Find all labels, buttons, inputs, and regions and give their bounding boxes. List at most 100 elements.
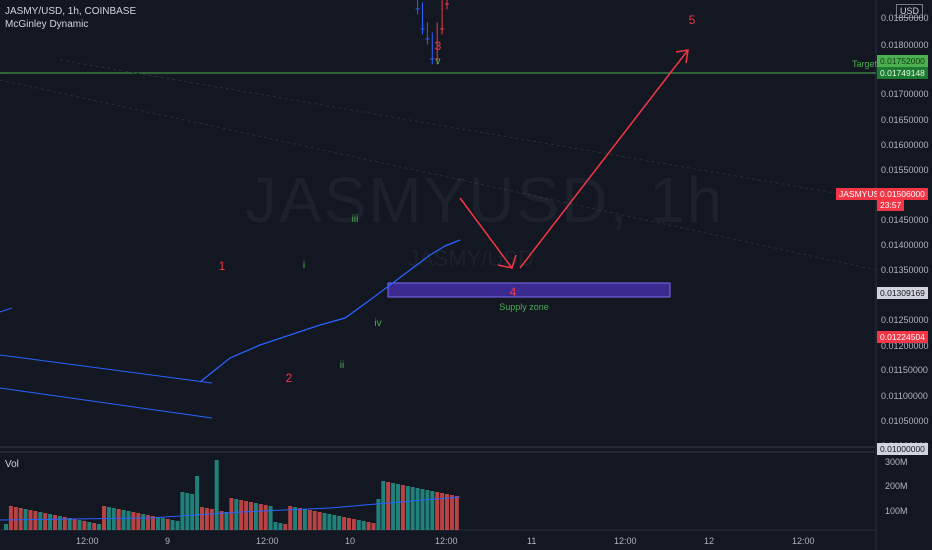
time-axis-label: 12:00 <box>435 536 458 546</box>
time-axis-label: 11 <box>527 536 537 546</box>
target-label: Target <box>852 59 878 69</box>
price-axis-label: 0.01800000 <box>881 40 929 50</box>
volume-bar <box>126 511 131 530</box>
sub-wave-label-ii: ii <box>340 360 344 371</box>
symbol-watermark: JASMYUSD, 1h <box>245 164 725 236</box>
volume-bar <box>57 516 62 530</box>
volume-bar <box>165 519 170 530</box>
candle-body <box>425 38 430 40</box>
volume-bar <box>229 498 234 530</box>
volume-bar <box>190 494 195 530</box>
volume-bar <box>258 504 263 530</box>
volume-bar <box>347 518 351 530</box>
channel-lower <box>0 387 213 419</box>
time-axis-label: 12:00 <box>76 536 99 546</box>
volume-axis-label: 200M <box>885 481 908 491</box>
volume-bar <box>445 494 449 530</box>
volume-bar <box>356 520 361 530</box>
currency-button[interactable]: USD <box>896 4 924 18</box>
volume-bar <box>322 513 327 530</box>
candle-body <box>445 3 449 5</box>
price-axis-label: 0.01150000 <box>881 365 928 375</box>
arrowhead-up <box>675 49 689 64</box>
candle-body <box>440 28 445 30</box>
indicator-label[interactable]: McGinley Dynamic <box>5 19 89 30</box>
volume-bar <box>420 489 425 530</box>
channel-stub <box>0 307 13 313</box>
volume-bar <box>4 524 8 530</box>
volume-bar <box>415 488 420 530</box>
volume-bar <box>351 519 356 530</box>
volume-bar <box>327 514 332 530</box>
volume-bar <box>268 506 273 530</box>
volume-bar <box>38 512 43 530</box>
volume-bar <box>371 523 376 530</box>
price-axis-label: 0.01100000 <box>881 391 928 401</box>
wave-label-3: 3 <box>435 39 442 53</box>
volume-bar <box>293 507 298 530</box>
volume-bar <box>430 491 435 530</box>
volume-bar <box>435 492 440 530</box>
price-axis-label: 0.01250000 <box>881 315 929 325</box>
volume-bar <box>72 519 77 530</box>
volume-bar <box>175 521 180 530</box>
channel-upper <box>0 354 213 384</box>
stop-price-tag: 0.01224504 <box>877 331 928 343</box>
volume-bar <box>396 484 400 530</box>
volume-bar <box>381 481 386 530</box>
volume-bar <box>307 510 312 530</box>
projection-arrow-up <box>519 49 689 269</box>
volume-ma-line <box>0 496 461 521</box>
volume-bar <box>209 509 214 530</box>
time-axis-label: 12:00 <box>792 536 815 546</box>
volume-bar <box>317 512 322 530</box>
volume-bar <box>131 512 136 530</box>
price-axis-label: 0.01400000 <box>881 240 929 250</box>
volume-bar <box>337 516 342 530</box>
volume-bar <box>253 503 258 530</box>
time-axis-label: 12:00 <box>256 536 279 546</box>
volume-bar <box>454 496 459 530</box>
volume-bar <box>214 460 219 530</box>
volume-bar <box>298 508 302 530</box>
wave-label-1: 1 <box>219 259 226 273</box>
volume-bar <box>87 522 92 530</box>
time-axis-label: 10 <box>345 536 356 546</box>
volume-bar <box>121 510 126 530</box>
volume-bar <box>77 520 82 530</box>
arrowhead-down <box>497 254 517 269</box>
candle-body <box>415 8 420 10</box>
volume-label[interactable]: Vol <box>5 459 19 470</box>
pair-watermark: JASMY/USD <box>408 246 534 271</box>
candle-body <box>430 58 435 60</box>
volume-axis-label: 300M <box>885 457 908 467</box>
volume-bar <box>278 523 283 530</box>
time-axis-label: 9 <box>165 536 171 546</box>
volume-bar <box>33 511 38 530</box>
volume-bar <box>440 493 445 530</box>
volume-bar <box>263 505 268 530</box>
volume-bar <box>219 511 224 530</box>
sub-wave-label-iii: iii <box>352 214 359 225</box>
supply-zone-label: Supply zone <box>499 302 549 312</box>
volume-bar <box>195 476 200 530</box>
volume-bar <box>43 513 48 530</box>
volume-bar <box>302 509 307 530</box>
volume-bar <box>111 508 116 530</box>
volume-bar <box>366 522 371 530</box>
volume-bar <box>141 514 146 530</box>
volume-bar <box>48 514 53 530</box>
wave-label-5: 5 <box>689 13 696 27</box>
volume-bar <box>332 515 337 530</box>
volume-bar <box>170 520 175 530</box>
volume-bar <box>234 499 239 530</box>
volume-bar <box>13 507 18 530</box>
time-axis-label: 12 <box>704 536 715 546</box>
volume-bar <box>180 492 185 530</box>
volume-bar <box>239 500 244 530</box>
symbol-header[interactable]: JASMY/USD, 1h, COINBASE <box>5 6 137 17</box>
volume-bar <box>97 524 102 530</box>
volume-bar <box>102 506 106 530</box>
volume-bar <box>410 487 415 530</box>
